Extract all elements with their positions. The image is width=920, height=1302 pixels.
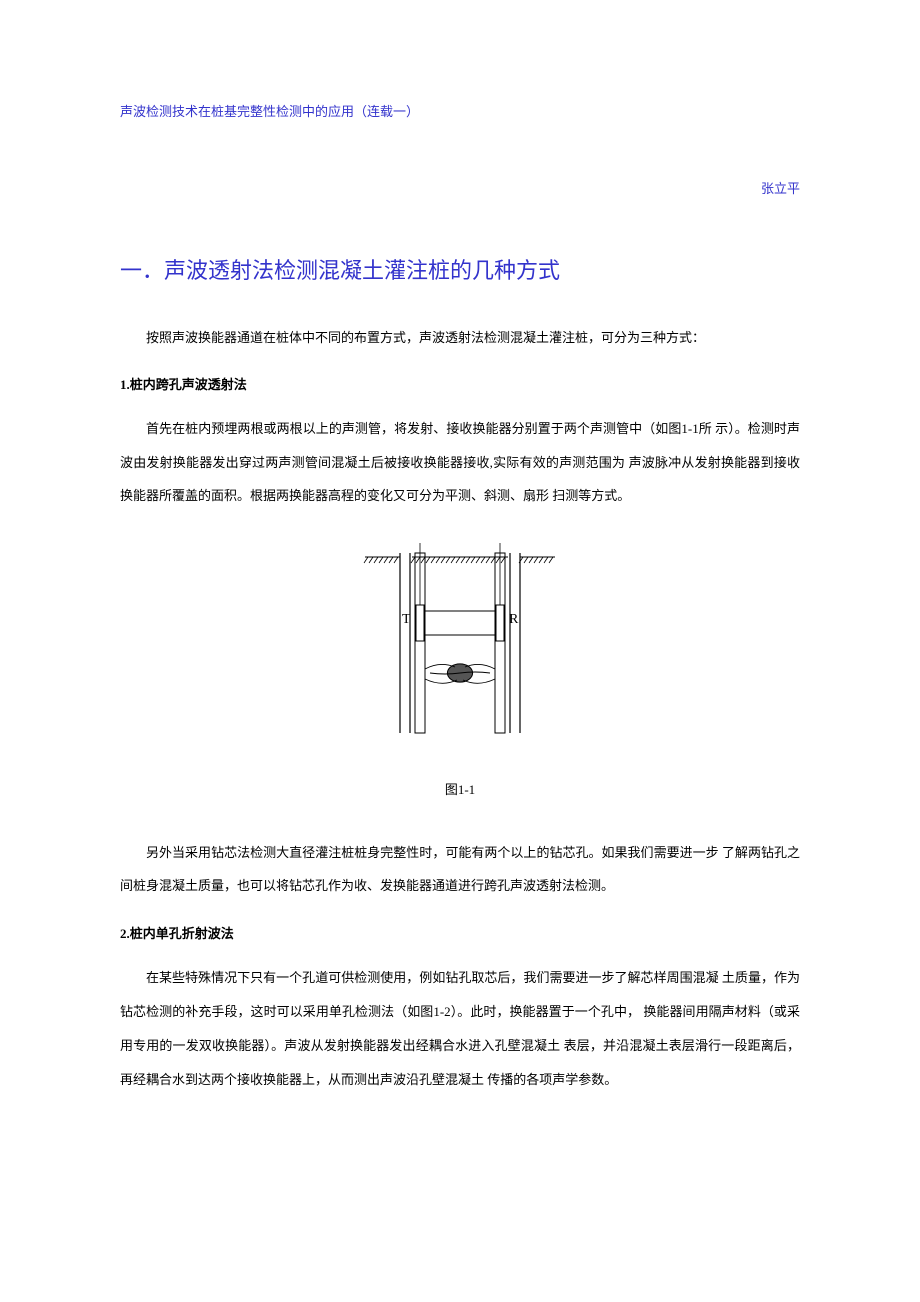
document-title: 声波检测技术在桩基完整性检测中的应用（连载一） [120,100,800,123]
subheading-1: 1.桩内跨孔声波透射法 [120,369,800,400]
svg-text:R: R [509,612,519,627]
figure-1: TR [120,543,800,749]
section-heading-1: 一．声波透射法检测混凝土灌注桩的几种方式 [120,245,800,298]
paragraph-3: 在某些特殊情况下只有一个孔道可供检测使用，例如钻孔取芯后，我们需要进一步了解芯样… [120,961,800,1096]
paragraph-2: 另外当采用钻芯法检测大直径灌注桩桩身完整性时，可能有两个以上的钻芯孔。如果我们需… [120,836,800,904]
figure-1-caption: 图1-1 [120,774,800,805]
author-name: 张立平 [120,173,800,204]
figure-1-diagram: TR [360,543,560,738]
paragraph-1: 首先在桩内预埋两根或两根以上的声测管，将发射、接收换能器分别置于两个声测管中（如… [120,412,800,513]
svg-text:T: T [402,612,411,627]
subheading-2: 2.桩内单孔折射波法 [120,918,800,949]
intro-paragraph: 按照声波换能器通道在桩体中不同的布置方式，声波透射法检测混凝土灌注桩，可分为三种… [120,322,800,353]
